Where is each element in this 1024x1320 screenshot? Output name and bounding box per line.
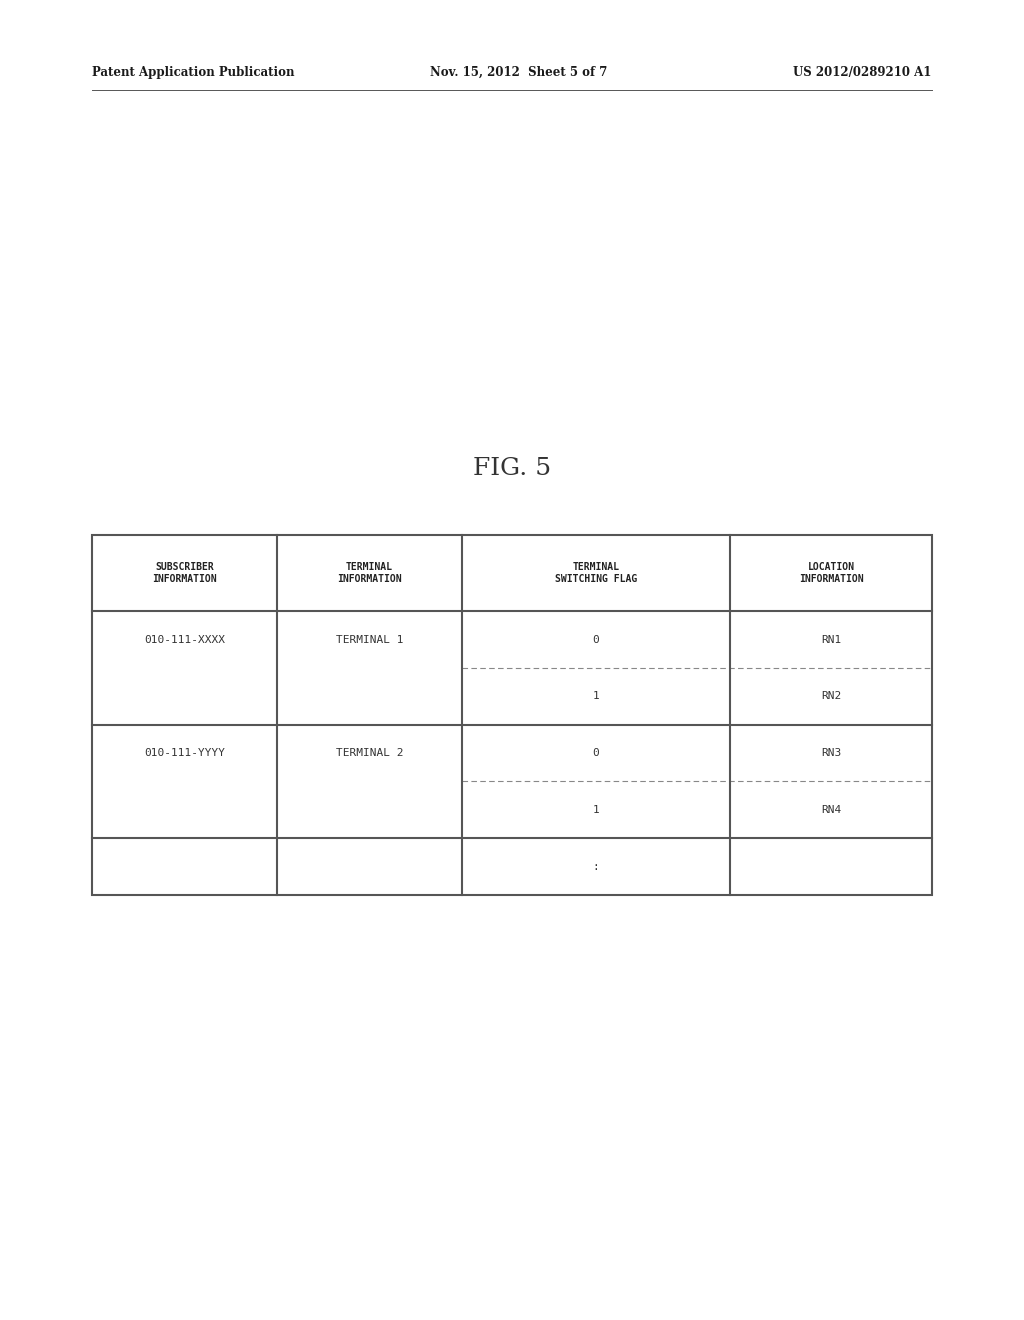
Text: RN1: RN1 (821, 635, 841, 644)
Text: 010-111-YYYY: 010-111-YYYY (144, 748, 225, 758)
Text: 010-111-XXXX: 010-111-XXXX (144, 635, 225, 644)
Text: 0: 0 (593, 748, 599, 758)
Text: RN3: RN3 (821, 748, 841, 758)
Text: TERMINAL
INFORMATION: TERMINAL INFORMATION (337, 562, 401, 583)
Text: SUBSCRIBER
INFORMATION: SUBSCRIBER INFORMATION (153, 562, 217, 583)
Text: TERMINAL 2: TERMINAL 2 (336, 748, 403, 758)
Text: 0: 0 (593, 635, 599, 644)
Text: LOCATION
INFORMATION: LOCATION INFORMATION (799, 562, 863, 583)
Text: TERMINAL 1: TERMINAL 1 (336, 635, 403, 644)
Text: Nov. 15, 2012  Sheet 5 of 7: Nov. 15, 2012 Sheet 5 of 7 (430, 66, 607, 79)
Text: 1: 1 (593, 692, 599, 701)
Text: :: : (593, 862, 599, 871)
Text: TERMINAL
SWITCHING FLAG: TERMINAL SWITCHING FLAG (555, 562, 637, 583)
Text: Patent Application Publication: Patent Application Publication (92, 66, 295, 79)
Text: RN2: RN2 (821, 692, 841, 701)
Text: FIG. 5: FIG. 5 (473, 457, 551, 480)
Bar (92, 535, 932, 895)
Text: US 2012/0289210 A1: US 2012/0289210 A1 (794, 66, 932, 79)
Text: 1: 1 (593, 805, 599, 814)
Text: RN4: RN4 (821, 805, 841, 814)
